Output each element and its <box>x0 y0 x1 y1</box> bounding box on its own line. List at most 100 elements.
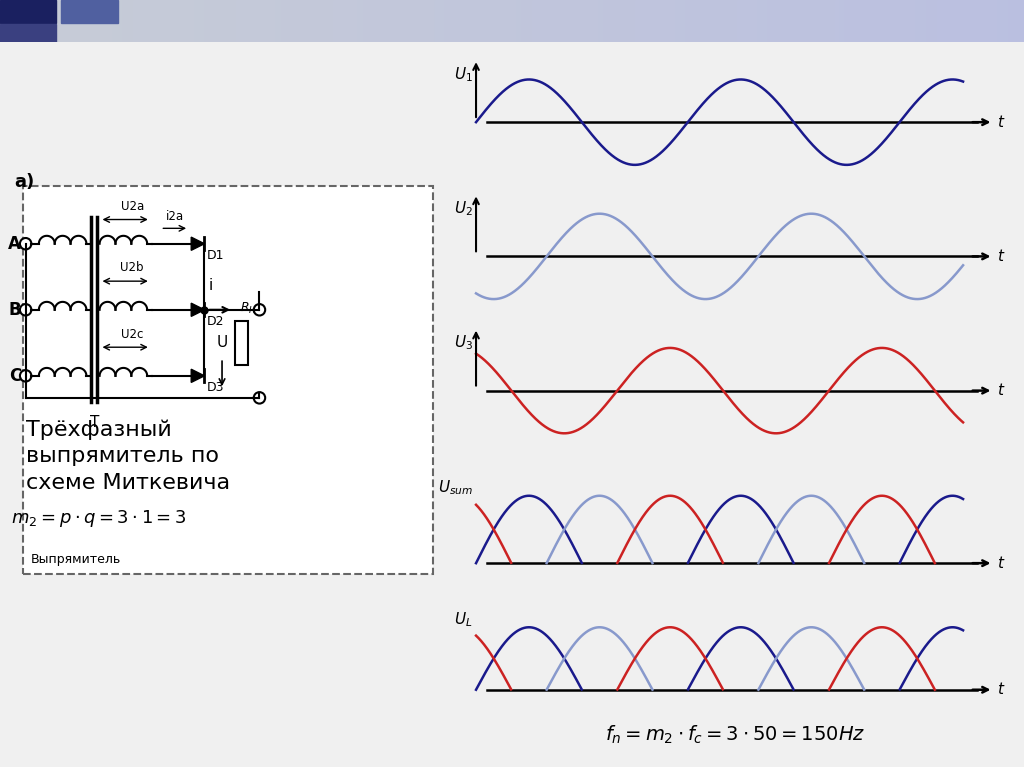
Text: U2c: U2c <box>121 328 143 341</box>
Bar <box>645 0 650 42</box>
Bar <box>768 0 773 42</box>
FancyBboxPatch shape <box>24 186 433 574</box>
Bar <box>809 0 814 42</box>
Bar <box>0 0 5 42</box>
Polygon shape <box>191 237 205 250</box>
Bar <box>384 0 389 42</box>
Bar <box>701 0 707 42</box>
Bar <box>230 0 236 42</box>
Bar <box>507 0 512 42</box>
Bar <box>609 0 614 42</box>
Bar <box>947 0 952 42</box>
Text: $f_n = m_2 \cdot f_c = 3 \cdot 50 = 150Hz$: $f_n = m_2 \cdot f_c = 3 \cdot 50 = 150H… <box>604 723 865 746</box>
Bar <box>876 0 881 42</box>
Bar <box>307 0 312 42</box>
Bar <box>246 0 251 42</box>
Bar <box>56 0 61 42</box>
Bar <box>148 0 154 42</box>
Text: U2b: U2b <box>121 262 144 275</box>
Bar <box>210 0 215 42</box>
Bar <box>425 0 430 42</box>
Text: i: i <box>209 278 213 293</box>
Bar <box>31 0 36 42</box>
Bar <box>323 0 328 42</box>
Bar <box>660 0 666 42</box>
Bar <box>742 0 748 42</box>
Bar <box>159 0 164 42</box>
Bar <box>1009 0 1014 42</box>
Bar <box>865 0 870 42</box>
Bar <box>241 0 246 42</box>
Bar <box>922 0 927 42</box>
Bar <box>108 0 113 42</box>
Bar <box>824 0 829 42</box>
Text: t: t <box>996 249 1002 264</box>
Bar <box>737 0 742 42</box>
Text: Выпрямитель: Выпрямитель <box>31 553 122 566</box>
Bar <box>1014 0 1019 42</box>
Bar <box>302 0 307 42</box>
Bar <box>671 0 676 42</box>
Text: B: B <box>8 301 22 319</box>
Bar <box>164 0 169 42</box>
Bar <box>937 0 942 42</box>
Bar <box>998 0 1004 42</box>
Text: $U_3$: $U_3$ <box>454 334 473 352</box>
Bar <box>543 0 548 42</box>
Bar <box>471 0 476 42</box>
Bar <box>292 0 297 42</box>
Bar <box>522 0 527 42</box>
Bar <box>952 0 957 42</box>
Bar <box>553 0 558 42</box>
Bar <box>589 0 594 42</box>
Bar <box>374 0 379 42</box>
Bar <box>748 0 753 42</box>
Bar <box>957 0 963 42</box>
Bar <box>773 0 778 42</box>
Bar <box>778 0 783 42</box>
Bar <box>261 0 266 42</box>
Text: i2a: i2a <box>166 209 183 222</box>
Bar <box>200 0 205 42</box>
Bar <box>174 0 179 42</box>
Text: $U_2$: $U_2$ <box>454 199 473 218</box>
Bar <box>394 0 399 42</box>
Bar <box>584 0 589 42</box>
Bar <box>538 0 543 42</box>
Bar <box>46 0 51 42</box>
Bar <box>707 0 712 42</box>
Bar <box>973 0 978 42</box>
Bar <box>41 0 46 42</box>
Bar <box>655 0 660 42</box>
Bar <box>15 0 20 42</box>
Bar <box>814 0 819 42</box>
Bar <box>753 0 758 42</box>
Bar <box>420 0 425 42</box>
Bar <box>563 0 568 42</box>
Bar <box>451 0 456 42</box>
Bar <box>440 0 445 42</box>
Bar <box>123 0 128 42</box>
Bar <box>317 0 323 42</box>
Text: A: A <box>8 235 22 253</box>
Polygon shape <box>191 303 205 316</box>
Bar <box>630 0 635 42</box>
Bar <box>476 0 481 42</box>
Bar <box>225 0 230 42</box>
Bar <box>404 0 410 42</box>
Bar <box>573 0 579 42</box>
Bar <box>92 0 97 42</box>
Bar <box>845 0 850 42</box>
Bar <box>579 0 584 42</box>
Bar <box>215 0 220 42</box>
Bar <box>220 0 225 42</box>
Bar <box>97 0 102 42</box>
Bar <box>312 0 317 42</box>
Bar <box>5 0 10 42</box>
Bar <box>722 0 727 42</box>
Bar <box>993 0 998 42</box>
Bar <box>804 0 809 42</box>
Bar <box>676 0 681 42</box>
Bar <box>916 0 922 42</box>
Bar <box>886 0 891 42</box>
